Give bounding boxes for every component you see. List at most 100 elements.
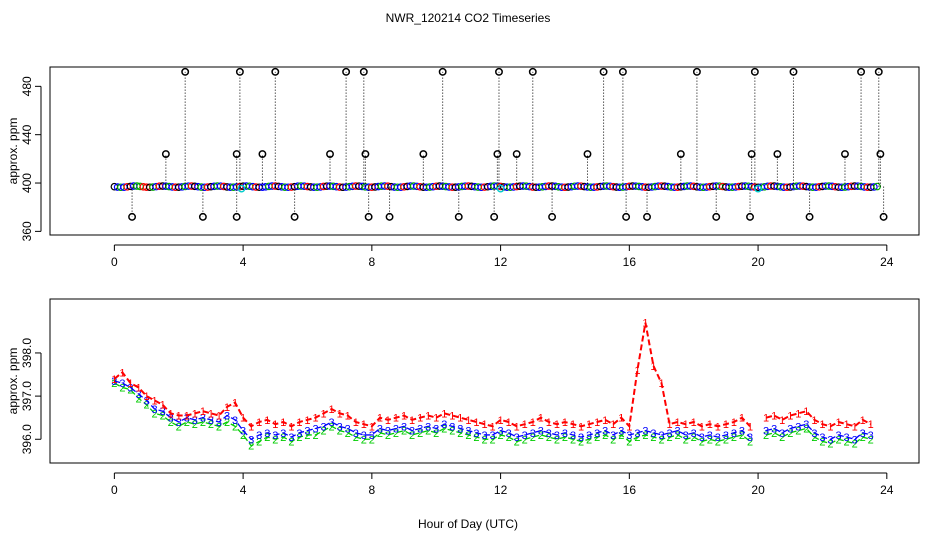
spike-point xyxy=(438,67,447,76)
series-1-point: 1 xyxy=(224,402,230,414)
series-2-point: 2 xyxy=(860,432,866,444)
spike-point xyxy=(805,212,814,221)
series-1-point: 1 xyxy=(401,411,407,423)
series-2-point: 2 xyxy=(562,432,568,444)
series-3-point: 3 xyxy=(650,428,656,440)
top-panel: approx. ppm 0 4 8 12 16 20 24 360 400 440 480 xyxy=(6,66,920,269)
series-2-point: 2 xyxy=(570,434,576,446)
top-y-tick-label: 480 xyxy=(20,76,34,96)
series-3-point: 3 xyxy=(707,430,713,442)
series-1-point: 1 xyxy=(111,374,117,386)
series-1-point: 1 xyxy=(691,417,697,429)
series-3-point: 3 xyxy=(868,430,874,442)
series-1-point: 1 xyxy=(731,417,737,429)
series-2-point: 2 xyxy=(530,432,536,444)
series-3-point: 3 xyxy=(208,415,214,427)
series-2-point: 2 xyxy=(401,426,407,438)
series-2-point: 2 xyxy=(417,428,423,440)
series-3-point: 3 xyxy=(795,421,801,433)
series-2-point: 2 xyxy=(594,432,600,444)
series-1-point: 1 xyxy=(634,365,640,377)
series-2-point: 2 xyxy=(538,430,544,442)
top-x-tick-label: 8 xyxy=(369,255,376,269)
series-2-point: 2 xyxy=(111,378,117,390)
top-x-tick-label: 24 xyxy=(880,255,894,269)
series-3-point: 3 xyxy=(256,430,262,442)
series-2-point: 2 xyxy=(192,419,198,431)
series-1-point: 1 xyxy=(827,421,833,433)
series-2-point: 2 xyxy=(546,432,552,444)
series-3-point: 3 xyxy=(248,434,254,446)
series-1-point: 1 xyxy=(779,415,785,427)
series-2-point: 2 xyxy=(723,434,729,446)
series-1-point: 1 xyxy=(417,413,423,425)
series-2-point: 2 xyxy=(216,421,222,433)
series-3-point: 3 xyxy=(232,415,238,427)
series-1-point: 1 xyxy=(554,419,560,431)
series-2-point: 2 xyxy=(819,436,825,448)
series-3-point: 3 xyxy=(675,426,681,438)
series-1-point: 1 xyxy=(152,395,158,407)
series-1-point: 1 xyxy=(506,417,512,429)
series-1-point: 1 xyxy=(208,408,214,420)
series-2-point: 2 xyxy=(642,430,648,442)
series-3-point: 3 xyxy=(634,428,640,440)
series-3-point: 3 xyxy=(240,426,246,438)
baseline-point-cyan xyxy=(237,184,246,193)
series-3-point: 3 xyxy=(272,430,278,442)
series-3-point: 3 xyxy=(465,426,471,438)
spike-point xyxy=(599,67,608,76)
series-1-point: 1 xyxy=(369,421,375,433)
series-1-point: 1 xyxy=(538,413,544,425)
series-1-point: 1 xyxy=(819,419,825,431)
series-2-point: 2 xyxy=(473,432,479,444)
spike-point xyxy=(454,212,463,221)
series-2-point: 2 xyxy=(747,436,753,448)
series-2-point: 2 xyxy=(449,426,455,438)
series-3-point: 3 xyxy=(441,419,447,431)
series-3-point: 3 xyxy=(562,428,568,440)
series-3-point: 3 xyxy=(860,428,866,440)
series-1-point: 1 xyxy=(562,417,568,429)
series-3-point: 3 xyxy=(691,428,697,440)
series-1-point: 1 xyxy=(465,415,471,427)
series-2-point: 2 xyxy=(353,432,359,444)
series-2-point: 2 xyxy=(256,436,262,448)
spike-point xyxy=(271,67,280,76)
series-2-point: 2 xyxy=(377,428,383,440)
series-1-point: 1 xyxy=(868,419,874,431)
series-2-point: 2 xyxy=(675,430,681,442)
series-2-point: 2 xyxy=(321,426,327,438)
spike-point xyxy=(643,212,651,221)
series-1-point: 1 xyxy=(707,419,713,431)
series-3-point: 3 xyxy=(594,428,600,440)
series-2-point: 2 xyxy=(506,432,512,444)
spike-point xyxy=(493,150,502,158)
series-2-point: 2 xyxy=(176,421,182,433)
series-1-point: 1 xyxy=(667,419,673,431)
series-1-point: 1 xyxy=(160,400,166,412)
series-1-point: 1 xyxy=(530,417,536,429)
series-1-point: 1 xyxy=(763,413,769,425)
series-3-point: 3 xyxy=(715,432,721,444)
series-3-point: 3 xyxy=(264,428,270,440)
series-2-point: 2 xyxy=(739,430,745,442)
series-3-point: 3 xyxy=(312,423,318,435)
top-x-tick-label: 16 xyxy=(623,255,637,269)
series-2-point: 2 xyxy=(425,426,431,438)
spike-point xyxy=(528,67,537,76)
spike-point xyxy=(198,212,207,221)
series-1-point: 1 xyxy=(739,413,745,425)
series-1-point: 1 xyxy=(675,417,681,429)
series-2-point: 2 xyxy=(312,430,318,442)
spike-point xyxy=(128,212,137,221)
baseline-point-cyan xyxy=(496,184,505,193)
series-3-point: 3 xyxy=(626,430,632,442)
series-1-point: 1 xyxy=(642,318,648,330)
series-2-point: 2 xyxy=(602,430,608,442)
series-2-point: 2 xyxy=(329,421,335,433)
spike-point xyxy=(419,150,428,158)
series-2-point: 2 xyxy=(409,430,415,442)
